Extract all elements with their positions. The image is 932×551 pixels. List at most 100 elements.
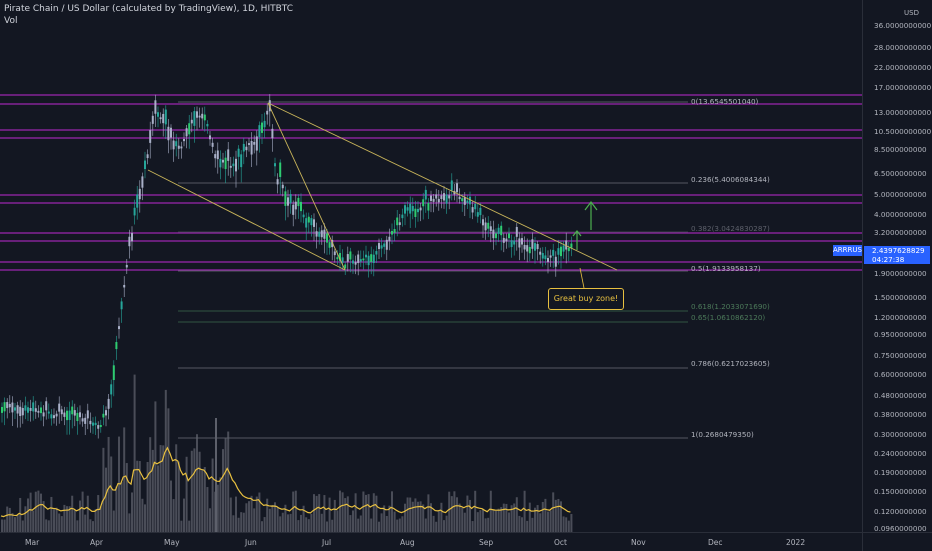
candle-body <box>16 405 19 414</box>
candle-body <box>398 222 401 225</box>
volume-bar <box>367 494 370 532</box>
volume-bar <box>518 515 521 532</box>
volume-bar <box>29 492 32 532</box>
volume-bar <box>219 477 222 532</box>
volume-bar <box>110 456 113 532</box>
candle-body <box>73 410 76 416</box>
volume-indicator-label: Vol <box>4 16 18 26</box>
volume-bar <box>128 513 131 532</box>
volume-bar <box>414 498 417 532</box>
candle-body <box>432 198 435 202</box>
fib-label-0618: 0.618(1.2033071690) <box>691 302 770 311</box>
candle-body <box>60 409 63 415</box>
candle-body <box>167 126 170 141</box>
volume-bar <box>242 512 245 532</box>
volume-bar <box>450 496 453 532</box>
candle-body <box>409 203 412 214</box>
candle-body <box>424 189 427 200</box>
volume-bar <box>235 496 237 532</box>
volume-bar <box>497 508 500 532</box>
candle-body <box>185 128 188 137</box>
fib-label-065: 0.65(1.0610862120) <box>691 313 766 322</box>
candle-body <box>292 204 295 215</box>
candle-body <box>1 406 3 413</box>
volume-bar <box>396 519 399 532</box>
volume-bar <box>547 511 549 532</box>
candle-body <box>89 420 92 425</box>
candle-body <box>427 202 430 211</box>
candle-body <box>159 117 162 120</box>
time-tick-mar: Mar <box>25 538 40 547</box>
candle-body <box>102 413 105 418</box>
candle-body <box>81 418 84 422</box>
candle-body <box>567 247 570 252</box>
price-tick: 10.5000000000 <box>874 127 932 136</box>
time-axis[interactable]: Mar Apr May Jun Jul Aug Sep Oct Nov Dec … <box>0 532 862 551</box>
candle-body <box>253 142 256 145</box>
candle-body <box>435 194 438 199</box>
candle-body <box>339 252 341 261</box>
price-tick: 0.2400000000 <box>874 449 927 458</box>
volume-bar <box>53 509 55 532</box>
buy-zone-callout[interactable]: Great buy zone! <box>548 288 624 310</box>
candle-body <box>297 197 300 207</box>
volume-bar <box>484 518 487 532</box>
candle-body <box>79 412 81 418</box>
volume-bar <box>3 519 6 532</box>
candle-body <box>318 231 321 237</box>
volume-bar <box>479 510 482 532</box>
candle-body <box>461 198 464 202</box>
volume-bar <box>206 487 209 532</box>
candle-body <box>497 227 500 234</box>
volume-bar <box>55 507 58 532</box>
volume-bar <box>34 491 37 532</box>
volume-bar <box>310 513 313 532</box>
volume-bar <box>201 470 204 532</box>
candle-body <box>131 232 133 242</box>
volume-bar <box>94 509 97 532</box>
candle-body <box>411 205 414 212</box>
candle-body <box>55 413 58 417</box>
volume-bar <box>357 518 360 532</box>
candle-body <box>266 110 269 115</box>
candle-body <box>203 114 206 121</box>
volume-bar <box>505 503 508 532</box>
volume-bar <box>209 508 211 532</box>
volume-bar <box>258 492 261 532</box>
volume-bar <box>19 497 22 532</box>
volume-bar <box>419 501 422 532</box>
chart-plot-area[interactable]: Pirate Chain / US Dollar (calculated by … <box>0 0 867 550</box>
volume-bar <box>16 514 19 532</box>
volume-bar <box>536 505 539 532</box>
volume-bar <box>125 463 128 532</box>
candle-body <box>289 194 292 204</box>
candle-body <box>523 244 526 250</box>
volume-bar <box>474 490 477 532</box>
volume-bar <box>73 509 76 532</box>
candle-body <box>367 255 370 266</box>
candle-body <box>115 342 118 350</box>
candle-body <box>508 233 510 239</box>
price-tick: 5.0000000000 <box>874 190 927 199</box>
candle-body <box>190 119 193 124</box>
candle-body <box>401 214 404 219</box>
candle-body <box>336 257 339 260</box>
volume-bar <box>305 517 308 532</box>
volume-bar <box>229 497 232 532</box>
volume-bar <box>456 497 458 532</box>
candle-body <box>110 384 113 395</box>
price-axis[interactable]: USD 36.0000000000 28.0000000000 22.0000000… <box>862 0 932 533</box>
channel-lower-line <box>147 169 346 271</box>
volume-bar <box>50 496 53 532</box>
price-tick: 28.0000000000 <box>874 43 932 52</box>
fib-retracement-lines <box>178 101 688 439</box>
candle-body <box>86 410 89 419</box>
volume-bar <box>378 521 380 532</box>
volume-bar <box>544 498 547 532</box>
price-tick: 1.5000000000 <box>874 293 927 302</box>
chart-canvas[interactable] <box>0 0 862 532</box>
candle-body <box>549 255 552 258</box>
candle-body <box>469 196 471 205</box>
volume-bar <box>440 502 443 532</box>
volume-bar <box>279 516 282 532</box>
